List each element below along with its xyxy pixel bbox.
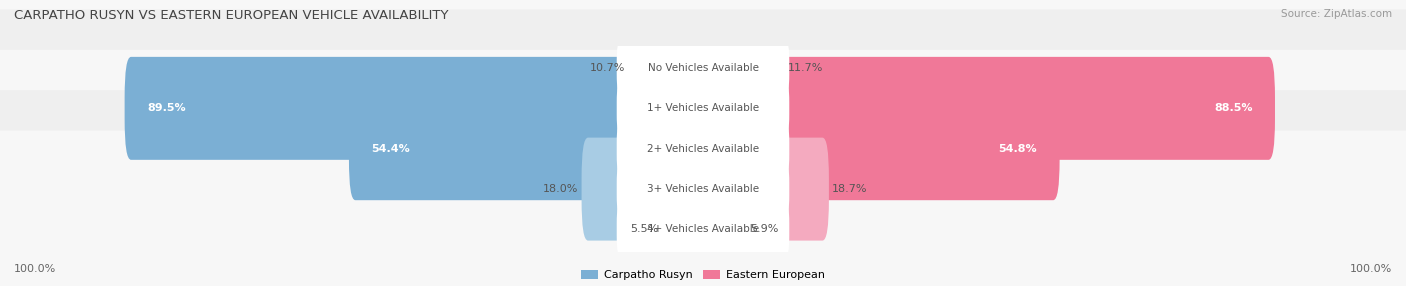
Legend: Carpatho Rusyn, Eastern European: Carpatho Rusyn, Eastern European bbox=[581, 270, 825, 281]
Text: 3+ Vehicles Available: 3+ Vehicles Available bbox=[647, 184, 759, 194]
FancyBboxPatch shape bbox=[125, 57, 710, 160]
FancyBboxPatch shape bbox=[0, 90, 1406, 286]
Text: No Vehicles Available: No Vehicles Available bbox=[648, 63, 758, 73]
FancyBboxPatch shape bbox=[696, 17, 785, 120]
Text: 11.7%: 11.7% bbox=[787, 63, 823, 73]
FancyBboxPatch shape bbox=[0, 130, 1406, 286]
FancyBboxPatch shape bbox=[582, 138, 710, 241]
Text: 88.5%: 88.5% bbox=[1215, 103, 1253, 113]
Text: 4+ Vehicles Available: 4+ Vehicles Available bbox=[647, 225, 759, 235]
Text: 100.0%: 100.0% bbox=[1350, 264, 1392, 274]
Text: 54.8%: 54.8% bbox=[998, 144, 1038, 154]
FancyBboxPatch shape bbox=[696, 178, 747, 281]
Text: 18.0%: 18.0% bbox=[543, 184, 578, 194]
Text: 89.5%: 89.5% bbox=[148, 103, 186, 113]
FancyBboxPatch shape bbox=[617, 122, 789, 175]
FancyBboxPatch shape bbox=[0, 50, 1406, 248]
FancyBboxPatch shape bbox=[628, 17, 710, 120]
Text: CARPATHO RUSYN VS EASTERN EUROPEAN VEHICLE AVAILABILITY: CARPATHO RUSYN VS EASTERN EUROPEAN VEHIC… bbox=[14, 9, 449, 21]
FancyBboxPatch shape bbox=[349, 97, 710, 200]
Text: 100.0%: 100.0% bbox=[14, 264, 56, 274]
Text: 5.9%: 5.9% bbox=[751, 225, 779, 235]
FancyBboxPatch shape bbox=[661, 178, 710, 281]
FancyBboxPatch shape bbox=[696, 138, 830, 241]
Text: 10.7%: 10.7% bbox=[589, 63, 626, 73]
Text: 1+ Vehicles Available: 1+ Vehicles Available bbox=[647, 103, 759, 113]
Text: Source: ZipAtlas.com: Source: ZipAtlas.com bbox=[1281, 9, 1392, 19]
FancyBboxPatch shape bbox=[696, 57, 1275, 160]
FancyBboxPatch shape bbox=[617, 41, 789, 95]
FancyBboxPatch shape bbox=[696, 97, 1060, 200]
FancyBboxPatch shape bbox=[0, 9, 1406, 207]
FancyBboxPatch shape bbox=[617, 82, 789, 135]
Text: 54.4%: 54.4% bbox=[371, 144, 411, 154]
FancyBboxPatch shape bbox=[617, 162, 789, 216]
Text: 5.5%: 5.5% bbox=[630, 225, 658, 235]
FancyBboxPatch shape bbox=[0, 0, 1406, 167]
Text: 18.7%: 18.7% bbox=[832, 184, 868, 194]
Text: 2+ Vehicles Available: 2+ Vehicles Available bbox=[647, 144, 759, 154]
FancyBboxPatch shape bbox=[617, 203, 789, 256]
